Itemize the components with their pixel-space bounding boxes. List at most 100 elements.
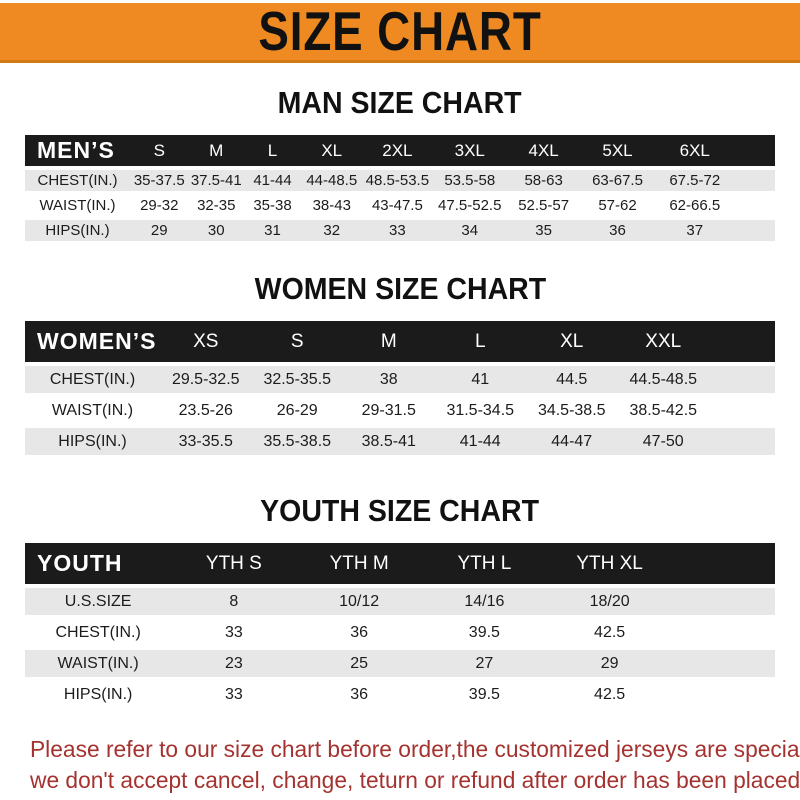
value-cell: 32.5-35.5 [251, 366, 343, 393]
table-row: HIPS(IN.) 29 30 31 32 33 34 35 36 37 [25, 220, 775, 241]
table-row: HIPS(IN.) 33-35.5 35.5-38.5 38.5-41 41-44 44-… [25, 428, 775, 455]
table-row: CHEST(IN.) 29.5-32.5 32.5-35.5 38 41 44.5 44.5… [25, 366, 775, 393]
value-cell: 35-38 [244, 195, 301, 216]
value-cell: 39.5 [421, 619, 547, 646]
header-size-cell: XS [160, 321, 252, 362]
section-youth: YOUTH SIZE CHART YOUTH YTH S YTH M YTH L YTH… [0, 493, 800, 712]
table-row: U.S.SIZE 8 10/12 14/16 18/20 [25, 588, 775, 615]
row-spacer-cell [734, 220, 775, 241]
header-size-cell: M [343, 321, 435, 362]
value-cell: 41-44 [434, 428, 526, 455]
row-spacer-cell [672, 681, 775, 708]
value-cell: 29.5-32.5 [160, 366, 252, 393]
value-cell: 38.5-41 [343, 428, 435, 455]
women-size-table: WOMEN’S XS S M L XL XXL CHEST(IN.) 29.5-32.5 32.5… [25, 317, 775, 459]
header-spacer-cell [709, 321, 775, 362]
value-cell: 52.5-57 [507, 195, 580, 216]
section-title-women: WOMEN SIZE CHART [254, 271, 546, 306]
row-label-cell: HIPS(IN.) [25, 220, 130, 241]
value-cell: 26-29 [251, 397, 343, 424]
row-spacer-cell [734, 195, 775, 216]
footer-note-line1: Please refer to our size chart before or… [30, 736, 800, 762]
header-size-cell: 3XL [432, 135, 508, 166]
header-size-cell: YTH XL [547, 543, 673, 584]
value-cell: 35 [507, 220, 580, 241]
table-row: WAIST(IN.) 23.5-26 26-29 29-31.5 31.5-34.5 34… [25, 397, 775, 424]
value-cell: 47-50 [617, 428, 709, 455]
value-cell: 29-32 [130, 195, 189, 216]
value-cell: 33 [362, 220, 433, 241]
value-cell: 33-35.5 [160, 428, 252, 455]
value-cell: 35.5-38.5 [251, 428, 343, 455]
value-cell: 34 [432, 220, 508, 241]
men-size-table: MEN’S S M L XL 2XL 3XL 4XL 5XL 6XL CHEST(IN.) 35-37… [25, 131, 775, 245]
row-label-cell: WAIST(IN.) [25, 650, 172, 677]
header-spacer-cell [734, 135, 775, 166]
value-cell: 32 [301, 220, 363, 241]
value-cell: 37.5-41 [188, 170, 244, 191]
header-label: MEN’S [25, 135, 130, 166]
value-cell: 41 [434, 366, 526, 393]
row-spacer-cell [734, 170, 775, 191]
value-cell: 31.5-34.5 [434, 397, 526, 424]
header-size-cell: S [130, 135, 189, 166]
value-cell: 36 [296, 619, 422, 646]
header-size-cell: XL [301, 135, 363, 166]
value-cell: 36 [296, 681, 422, 708]
value-cell: 35-37.5 [130, 170, 189, 191]
header-size-cell: L [244, 135, 301, 166]
value-cell: 36 [580, 220, 655, 241]
header-size-cell: 2XL [362, 135, 433, 166]
row-spacer-cell [709, 428, 775, 455]
row-label-cell: WAIST(IN.) [25, 195, 130, 216]
youth-size-table: YOUTH YTH S YTH M YTH L YTH XL U.S.SIZE 8 10/12… [25, 539, 775, 712]
value-cell: 25 [296, 650, 422, 677]
row-label-cell: CHEST(IN.) [25, 366, 160, 393]
value-cell: 38 [343, 366, 435, 393]
value-cell: 44-47 [526, 428, 618, 455]
value-cell: 41-44 [244, 170, 301, 191]
value-cell: 14/16 [421, 588, 547, 615]
value-cell: 32-35 [188, 195, 244, 216]
header-size-cell: XL [526, 321, 618, 362]
section-title-youth: YOUTH SIZE CHART [260, 493, 540, 528]
header-size-cell: 5XL [580, 135, 655, 166]
value-cell: 42.5 [547, 619, 673, 646]
value-cell: 30 [188, 220, 244, 241]
row-label-cell: HIPS(IN.) [25, 428, 160, 455]
value-cell: 10/12 [296, 588, 422, 615]
header-size-cell: YTH S [171, 543, 297, 584]
value-cell: 58-63 [507, 170, 580, 191]
value-cell: 43-47.5 [362, 195, 433, 216]
table-header-row: YOUTH YTH S YTH M YTH L YTH XL [25, 543, 775, 584]
table-header-row: MEN’S S M L XL 2XL 3XL 4XL 5XL 6XL [25, 135, 775, 166]
value-cell: 29 [130, 220, 189, 241]
value-cell: 44.5 [526, 366, 618, 393]
value-cell: 57-62 [580, 195, 655, 216]
value-cell: 31 [244, 220, 301, 241]
value-cell: 34.5-38.5 [526, 397, 618, 424]
header-size-cell: YTH M [296, 543, 422, 584]
row-label-cell: HIPS(IN.) [25, 681, 172, 708]
value-cell: 29 [547, 650, 673, 677]
value-cell: 67.5-72 [655, 170, 735, 191]
value-cell: 18/20 [547, 588, 673, 615]
header-size-cell: 6XL [655, 135, 735, 166]
value-cell: 23 [171, 650, 297, 677]
value-cell: 29-31.5 [343, 397, 435, 424]
value-cell: 53.5-58 [432, 170, 508, 191]
header-label: WOMEN’S [25, 321, 160, 362]
row-label-cell: CHEST(IN.) [25, 619, 172, 646]
header-size-cell: XXL [617, 321, 709, 362]
row-label-cell: CHEST(IN.) [25, 170, 130, 191]
value-cell: 38-43 [301, 195, 363, 216]
value-cell: 48.5-53.5 [362, 170, 433, 191]
row-spacer-cell [672, 619, 775, 646]
footer-note: Please refer to our size chart before or… [30, 734, 800, 796]
header-size-cell: S [251, 321, 343, 362]
section-men: MAN SIZE CHART MEN’S S M L XL 2XL 3XL 4XL 5XL 6XL… [0, 85, 800, 245]
value-cell: 33 [171, 681, 297, 708]
value-cell: 33 [171, 619, 297, 646]
value-cell: 37 [655, 220, 735, 241]
